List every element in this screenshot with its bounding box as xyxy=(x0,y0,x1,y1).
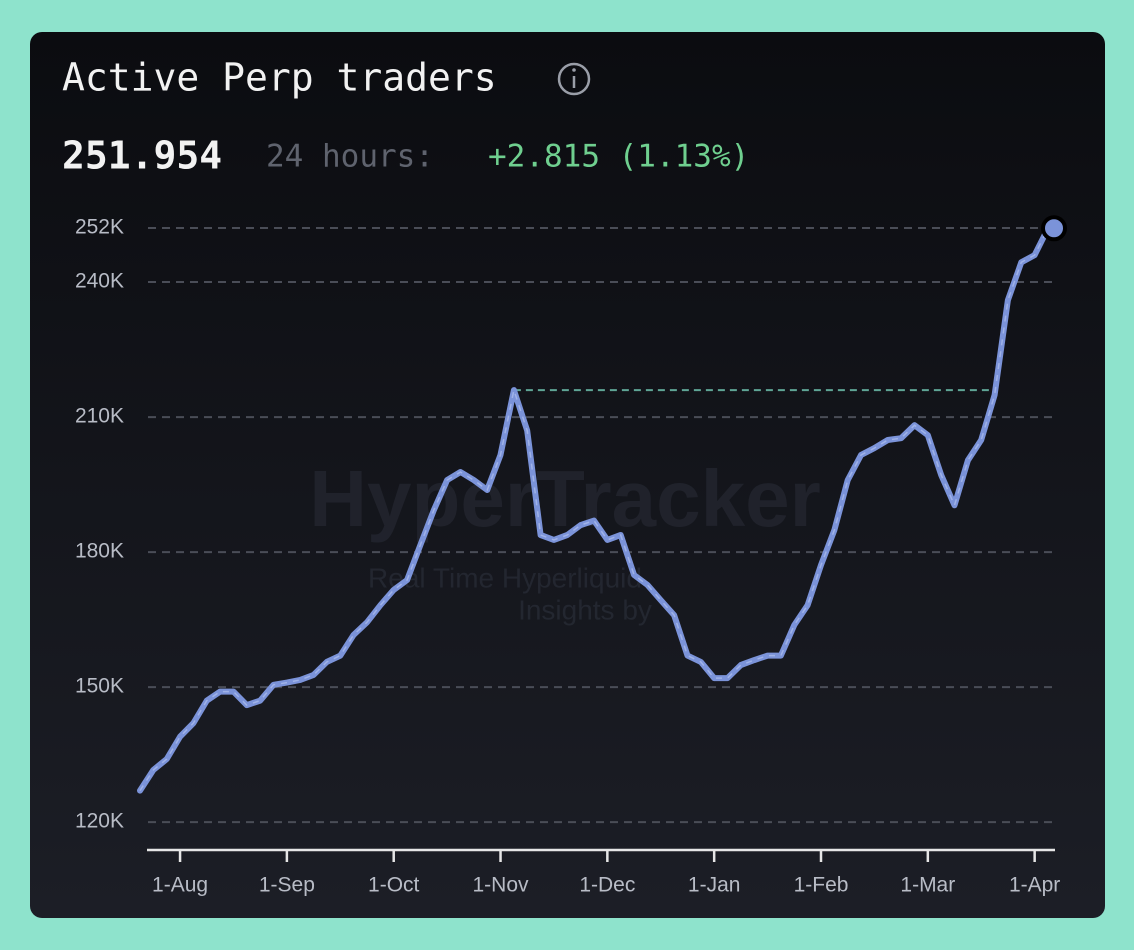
x-tick-label: 1-Nov xyxy=(473,874,530,897)
x-tick-label: 1-Oct xyxy=(368,874,420,897)
y-tick-label: 180K xyxy=(75,540,124,563)
series-line-highlight xyxy=(139,227,1049,792)
change-value: +2.815 (1.13%) xyxy=(488,139,749,175)
y-tick-label: 252K xyxy=(75,216,124,239)
change-label: 24 hours: xyxy=(266,139,434,175)
end-point xyxy=(1041,215,1067,242)
panel xyxy=(30,32,1105,918)
watermark: Insights by xyxy=(518,594,652,625)
x-tick-label: 1-Mar xyxy=(900,874,955,897)
x-tick-label: 1-Sep xyxy=(259,874,315,897)
current-value: 251.954 xyxy=(62,134,222,178)
chart-title: Active Perp traders xyxy=(62,56,497,100)
y-tick-label: 240K xyxy=(75,270,124,293)
x-tick-label: 1-Feb xyxy=(794,874,849,897)
info-icon[interactable] xyxy=(557,62,591,96)
x-tick-label: 1-Apr xyxy=(1009,874,1060,897)
x-tick-label: 1-Jan xyxy=(688,874,741,897)
y-tick-label: 210K xyxy=(75,405,124,428)
watermark: HyperTracker xyxy=(309,454,820,543)
y-tick-label: 150K xyxy=(75,675,124,698)
x-tick-label: 1-Dec xyxy=(579,874,635,897)
y-tick-label: 120K xyxy=(75,810,124,833)
x-tick-label: 1-Aug xyxy=(152,874,208,897)
